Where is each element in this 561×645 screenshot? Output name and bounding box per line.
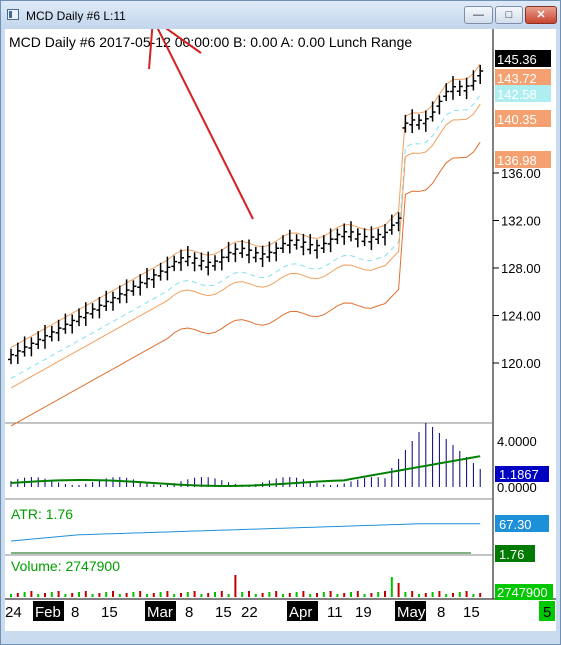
window-title: MCD Daily #6 L:11 [26, 9, 126, 23]
minimize-button[interactable]: — [464, 6, 493, 24]
date-label: May [397, 604, 426, 621]
maximize-button[interactable]: □ [495, 6, 523, 24]
price-badge [495, 69, 551, 86]
atr-panel [10, 523, 481, 554]
outer-envelope-line [10, 141, 481, 427]
chart-app-icon [7, 9, 19, 20]
macd-panel [10, 423, 481, 487]
date-label: Mar [147, 604, 173, 621]
date-label-highlight [145, 601, 176, 621]
lower-envelope-line [10, 103, 481, 389]
atr-value-badge [495, 515, 549, 532]
price-badge [495, 50, 551, 67]
volume-value: 2747900 [497, 585, 548, 600]
date-label: 11 [327, 604, 343, 621]
date-label-highlight [395, 601, 426, 621]
title-bar[interactable]: MCD Daily #6 L:11 — □ ✕ [1, 1, 560, 29]
date-label: 15 [463, 604, 480, 621]
date-label: 8 [71, 604, 79, 621]
volume-value-badge [495, 584, 553, 600]
date-label: 8 [437, 604, 445, 621]
upper-envelope-line [10, 63, 481, 348]
macd-axis: 4.0000 0.0000 [497, 434, 537, 495]
price-tick-label: 128.00 [501, 261, 541, 276]
price-axis: 136.00 132.00 128.00 124.00 120.00 [493, 166, 541, 371]
date-label: 22 [241, 604, 258, 621]
price-badge [495, 151, 551, 168]
macd-tick-label: 0.0000 [497, 480, 537, 495]
date-label: Feb [35, 604, 61, 621]
date-label-highlight [33, 601, 64, 621]
date-corner-label: 5 [543, 604, 551, 621]
price-badge-label: 140.35 [497, 112, 537, 127]
atr-line [10, 523, 481, 542]
date-axis: 24 Feb 8 15 Mar 8 15 22 Apr 11 19 May 8 15 5 [5, 601, 555, 621]
price-tick-label: 124.00 [501, 309, 541, 324]
macd-value-badge [495, 466, 549, 482]
price-badge-label: 142.58 [497, 87, 537, 102]
envelope-bands [10, 63, 481, 427]
date-label-highlight [287, 601, 318, 621]
atr-value2-badge [495, 545, 535, 562]
date-corner-badge [539, 601, 555, 621]
date-label: 15 [215, 604, 232, 621]
atr-value: 67.30 [499, 517, 532, 532]
price-badge-label: 136.98 [497, 153, 537, 168]
annotation-arrow [148, 29, 254, 220]
date-label: 24 [5, 604, 22, 621]
macd-value: 1.1867 [499, 467, 539, 482]
status-bar [5, 631, 556, 643]
atr-label: ATR: 1.76 [11, 506, 73, 522]
price-badge-label: 143.72 [497, 71, 537, 86]
price-tick-label: 120.00 [501, 356, 541, 371]
date-label: Apr [289, 604, 312, 621]
macd-tick-label: 4.0000 [497, 434, 537, 449]
price-tick-label: 132.00 [501, 214, 541, 229]
macd-signal-line [10, 455, 481, 487]
midline-dashed [10, 94, 481, 379]
price-badge [495, 85, 551, 102]
price-bars [8, 65, 484, 365]
close-button[interactable]: ✕ [525, 6, 557, 24]
date-label: 15 [101, 604, 118, 621]
volume-label: Volume: 2747900 [11, 558, 120, 574]
price-badge-label: 145.36 [497, 52, 537, 67]
date-label: 8 [185, 604, 193, 621]
chart-canvas[interactable]: MCD Daily #6 2017-05-12 00:00:00 B: 0.00… [5, 29, 556, 639]
chart-area[interactable]: MCD Daily #6 2017-05-12 00:00:00 B: 0.00… [5, 29, 556, 639]
chart-header: MCD Daily #6 2017-05-12 00:00:00 B: 0.00… [9, 34, 412, 50]
price-tick-label: 136.00 [501, 166, 541, 181]
date-label: 19 [355, 604, 372, 621]
price-badge [495, 110, 551, 127]
atr-value2: 1.76 [499, 547, 524, 562]
volume-bars [10, 575, 482, 597]
